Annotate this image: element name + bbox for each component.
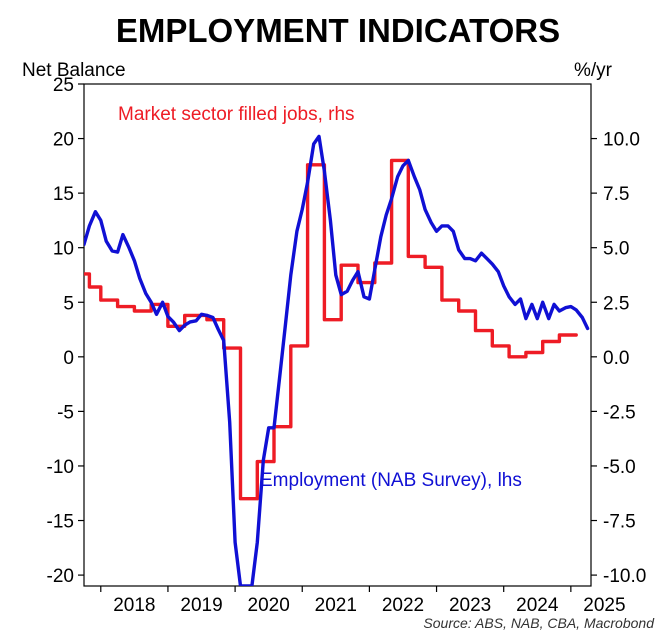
left-tick-label: 15: [53, 184, 74, 205]
blue-series-annotation: Employment (NAB Survey), lhs: [260, 470, 522, 491]
left-tick-label: -20: [47, 566, 74, 587]
x-tick-label: 2018: [113, 595, 155, 616]
left-tick-label: 25: [53, 75, 74, 96]
x-tick-label: 2024: [516, 595, 559, 616]
chart-title: EMPLOYMENT INDICATORS: [116, 12, 560, 49]
right-axis-label: %/yr: [574, 60, 613, 81]
x-tick-label: 2021: [315, 595, 357, 616]
right-tick-label: 10.0: [603, 130, 640, 151]
x-tick-label: 2019: [180, 595, 222, 616]
left-axis-label: Net Balance: [22, 60, 126, 81]
right-tick-label: -5.0: [603, 457, 636, 478]
right-tick-label: 2.5: [603, 293, 629, 314]
right-tick-label: -7.5: [603, 512, 636, 533]
series-layer: [84, 134, 590, 586]
plot-frame: [83, 83, 592, 587]
right-tick-label: 7.5: [603, 184, 629, 205]
left-tick-label: 0: [63, 348, 74, 369]
left-axis-ticks: 25 20 15 10 5 0 -5 -10 -15 -20: [47, 75, 84, 587]
right-tick-label: -10.0: [603, 566, 646, 587]
left-tick-label: 5: [63, 293, 74, 314]
x-tick-label: 2023: [449, 595, 491, 616]
x-tick-label: 2020: [248, 595, 290, 616]
x-tick-label: 2025: [583, 595, 625, 616]
x-tick-label: 2022: [382, 595, 424, 616]
right-tick-label: 0.0: [603, 348, 629, 369]
left-tick-label: 20: [53, 130, 74, 151]
right-tick-label: 5.0: [603, 239, 629, 260]
red-series-annotation: Market sector filled jobs, rhs: [118, 104, 355, 125]
nab-survey-line: [84, 134, 590, 586]
left-tick-label: -15: [47, 512, 74, 533]
right-axis-ticks: 10.0 7.5 5.0 2.5 0.0 -2.5 -5.0 -7.5 -10.0: [591, 130, 646, 587]
x-axis-ticks: 2018 2019 2020 2021 2022 2023 2024 2025: [100, 586, 626, 616]
right-tick-label: -2.5: [603, 402, 636, 423]
left-tick-label: -10: [47, 457, 74, 478]
source-note: Source: ABS, NAB, CBA, Macrobond: [423, 615, 655, 631]
left-tick-label: -5: [57, 402, 74, 423]
left-tick-label: 10: [53, 239, 74, 260]
